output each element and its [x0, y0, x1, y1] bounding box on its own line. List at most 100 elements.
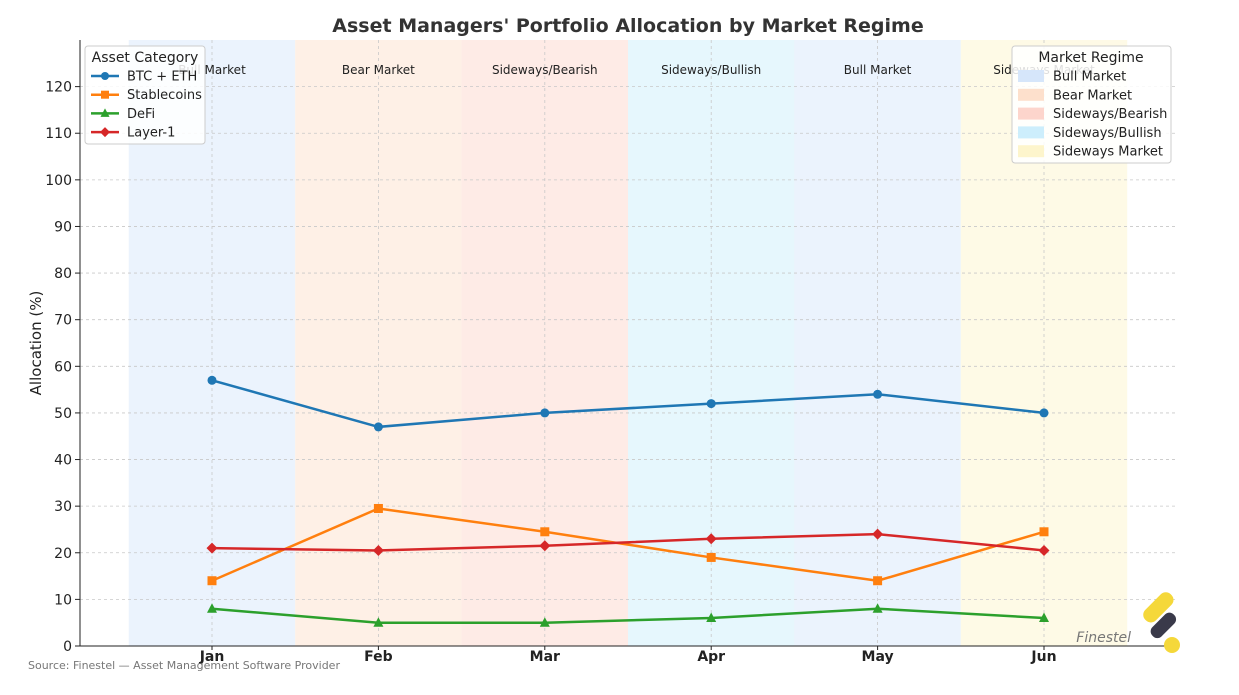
y-axis-label: Allocation (%): [27, 291, 45, 396]
data-point: [539, 540, 551, 552]
data-point: [1039, 408, 1049, 418]
y-tick-label: 110: [45, 126, 72, 142]
legend-swatch-patch: [1018, 107, 1044, 120]
data-point: [100, 127, 110, 138]
regime-legend-item: Bull Market: [1018, 70, 1126, 85]
series-line: [211, 507, 1045, 582]
data-point: [373, 422, 383, 432]
series-layer: [206, 375, 1050, 627]
data-point: [101, 90, 109, 99]
regime-label: Bull Market: [844, 63, 912, 77]
y-tick-label: 20: [54, 546, 72, 562]
regime-label: Sideways/Bearish: [492, 63, 598, 77]
regime-label: Bear Market: [342, 63, 415, 77]
data-point: [1039, 527, 1049, 537]
asset-legend-item: Layer-1: [91, 126, 175, 141]
y-tick-label: 80: [54, 266, 72, 282]
legend-swatch-patch: [1018, 88, 1044, 101]
regime-legend-item: Sideways/Bearish: [1018, 107, 1167, 122]
x-tick-label: Apr: [697, 649, 725, 665]
series-layer-1: [206, 528, 1050, 556]
y-tick-label: 120: [45, 80, 72, 96]
data-point: [207, 576, 217, 586]
axes: 0 10 20 30 40 50 60 70 80 90 100 110 120 Jan Feb Mar Apr…: [45, 40, 1177, 665]
regime-legend-item: Sideways Market: [1018, 145, 1163, 160]
data-point: [872, 603, 883, 613]
y-tick-label: 50: [54, 406, 72, 422]
asset-legend-item: Stablecoins: [91, 88, 202, 103]
asset-legend-box: [84, 45, 206, 145]
source-note: Source: Finestel — Asset Management Soft…: [28, 659, 340, 672]
data-point: [373, 617, 384, 627]
series-line: [211, 532, 1045, 552]
legend-label: Sideways Market: [1053, 145, 1163, 160]
asset-legend-items: BTC + ETH Stablecoins DeFi Layer-1: [91, 70, 202, 141]
data-point: [207, 603, 217, 613]
y-tick-label: 70: [54, 313, 72, 329]
data-point: [706, 399, 716, 409]
y-tick-label: 10: [54, 592, 72, 608]
legend-label: Layer-1: [127, 126, 175, 141]
legend-label: Bear Market: [1053, 88, 1132, 103]
asset-legend: Asset Category BTC + ETH Stablecoins DeFi L…: [84, 45, 206, 145]
chart-title: Asset Managers' Portfolio Allocation by …: [332, 15, 923, 37]
regime-legend-item: Bear Market: [1018, 88, 1132, 103]
legend-label: BTC + ETH: [127, 70, 197, 85]
data-point: [1038, 544, 1050, 556]
data-point: [706, 612, 717, 623]
data-point: [1039, 612, 1049, 623]
data-point: [373, 503, 383, 513]
data-point: [540, 527, 550, 537]
x-tick-label: Jan: [199, 649, 225, 665]
regime-label: Sideways/Bullish: [661, 63, 761, 77]
regime-legend: Market Regime Bull Market Bear Market Side…: [1011, 45, 1172, 164]
data-point: [207, 375, 217, 385]
x-tick-label: Jun: [1030, 649, 1056, 665]
y-tick-label: 0: [63, 639, 72, 655]
data-point: [539, 617, 550, 627]
legend-swatch-patch: [1018, 70, 1044, 82]
asset-legend-item: BTC + ETH: [91, 70, 197, 85]
y-tick-label: 40: [54, 453, 72, 469]
legend-swatch-patch: [1018, 126, 1044, 139]
finestel-logo: Finestel: [1076, 592, 1180, 653]
series-defi: [207, 603, 1049, 627]
y-tick-label: 100: [45, 173, 72, 189]
y-tick-label: 90: [54, 219, 72, 235]
x-tick-label: Mar: [530, 649, 560, 665]
watermark-text: Finestel: [1076, 630, 1131, 646]
data-point: [873, 576, 883, 586]
x-tick-label: May: [862, 649, 894, 665]
regime-bands: [128, 40, 1128, 646]
logo-mark: [1143, 592, 1180, 653]
data-point: [100, 108, 110, 117]
asset-legend-title: Asset Category: [92, 50, 199, 66]
series-line: [211, 379, 1045, 429]
regime-legend-title: Market Regime: [1038, 50, 1143, 66]
data-point: [872, 528, 884, 540]
legend-label: Stablecoins: [127, 88, 202, 103]
legend-label: Sideways/Bearish: [1053, 107, 1167, 122]
series-line: [211, 607, 1045, 624]
data-point: [101, 72, 109, 80]
legend-label: Sideways/Bullish: [1053, 126, 1162, 141]
y-tick-label: 30: [54, 499, 72, 515]
asset-legend-item: DeFi: [91, 107, 155, 122]
data-point: [706, 552, 716, 562]
data-point: [372, 544, 384, 556]
legend-label: Bull Market: [1053, 70, 1126, 85]
x-tick-label: Feb: [364, 649, 393, 665]
series-stablecoins: [207, 503, 1049, 586]
y-tick-label: 60: [54, 359, 72, 375]
regime-legend-item: Sideways/Bullish: [1018, 126, 1162, 141]
regime-legend-box: [1011, 45, 1172, 164]
data-point: [206, 542, 218, 554]
series-btc-eth: [207, 375, 1049, 432]
data-point: [705, 533, 717, 545]
regime-legend-items: Bull Market Bear Market Sideways/Bearish Si…: [1018, 70, 1167, 160]
data-point: [540, 408, 550, 418]
legend-swatch-patch: [1018, 145, 1044, 158]
legend-label: DeFi: [127, 107, 155, 122]
data-point: [873, 389, 883, 399]
